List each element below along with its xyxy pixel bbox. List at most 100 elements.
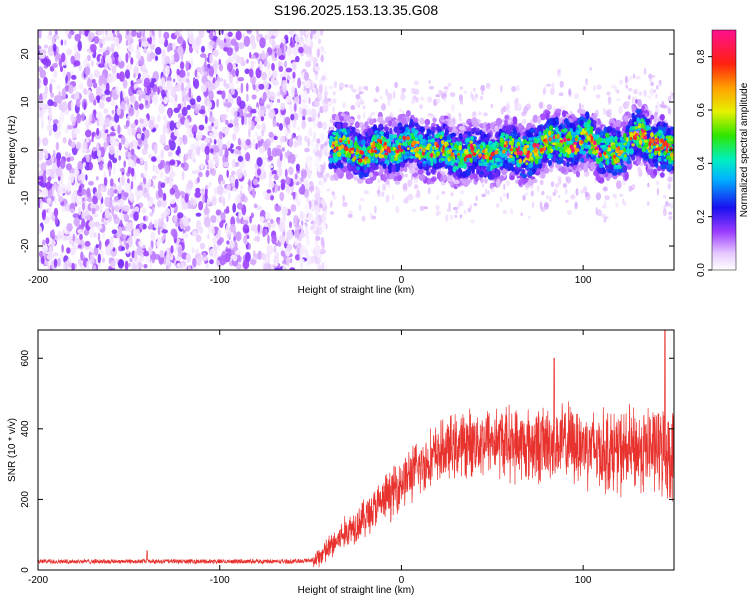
spectrogram-cell	[270, 195, 274, 201]
spectrogram-cell	[158, 37, 165, 45]
spectrogram-cell	[72, 213, 79, 219]
spectrogram-cell	[185, 252, 192, 263]
spectrogram-cell	[214, 80, 220, 88]
spectrogram-cell	[147, 202, 153, 207]
spectrogram-cell	[249, 34, 256, 45]
spectrogram-cell	[143, 143, 149, 150]
spectrogram-cell	[161, 89, 166, 98]
spectrogram-cell	[234, 150, 241, 155]
spectrogram-cell	[297, 134, 303, 145]
spectrogram-cell	[243, 116, 247, 126]
spectrogram-cell	[308, 97, 311, 105]
spectrogram-cell	[53, 258, 58, 268]
spectrogram-cell	[237, 155, 244, 162]
spectrogram-cell	[430, 177, 437, 182]
spectrogram-cell	[62, 69, 67, 78]
spectrogram-cell	[313, 60, 317, 68]
spectrogram-cell	[45, 237, 50, 245]
spectrogram-cell	[104, 55, 112, 64]
spectrogram-cell	[321, 143, 325, 149]
spectrogram-cell	[225, 102, 232, 108]
spectrogram-cell	[314, 239, 319, 245]
spectrogram-cell	[118, 198, 125, 208]
spectrogram-cell	[240, 184, 243, 190]
spectrogram-cell	[183, 96, 187, 108]
spectrogram-cell	[256, 135, 262, 141]
spectrogram-cell	[297, 242, 302, 248]
spectrogram-cell	[573, 93, 580, 99]
spectrogram-cell	[361, 91, 365, 94]
spectrogram-cell	[130, 193, 134, 203]
spectrogram-cell	[318, 95, 323, 101]
spectrogram-cell	[655, 93, 658, 99]
spectrogram-cell	[44, 252, 47, 258]
spectrogram-cell	[505, 103, 511, 111]
spectrogram-cell	[272, 118, 277, 128]
spectrogram-cell	[227, 62, 233, 73]
spectrogram-cell	[608, 100, 611, 106]
spectrogram-cell	[71, 74, 77, 80]
spectrogram-cell	[209, 132, 214, 137]
spectrogram-cell	[113, 36, 120, 46]
spectrogram-cell	[295, 163, 300, 171]
spectrogram-cell	[42, 137, 49, 147]
spectrogram-cell	[92, 146, 97, 152]
spectrogram-cell	[321, 262, 325, 270]
spectrogram-cell	[295, 55, 300, 63]
spectrogram-cell	[233, 110, 238, 119]
spectrogram-cell	[110, 99, 116, 107]
spectrogram-cell	[221, 114, 228, 119]
spectrogram-cell	[281, 147, 285, 152]
spectrogram-cell	[459, 214, 462, 219]
spectrogram-cell	[478, 111, 482, 116]
spectrogram-cell	[515, 84, 520, 92]
spectrogram-cell	[314, 155, 319, 164]
spectrogram-cell	[235, 231, 242, 242]
spectrogram-cell	[314, 229, 321, 236]
spectrogram-cell	[174, 31, 180, 36]
spectrogram-cell	[60, 183, 67, 194]
spectrogram-cell	[238, 162, 246, 170]
spectrogram-cell	[496, 203, 500, 208]
spectrogram-cell	[208, 116, 215, 123]
spectrogram-cell	[290, 113, 295, 121]
spectrogram-cell	[81, 112, 85, 122]
spectrogram-cell	[120, 101, 127, 112]
spectrogram-cell	[179, 61, 185, 70]
spectrogram-cell	[394, 81, 398, 89]
spectrogram-cell	[299, 231, 306, 238]
spectrogram-cell	[130, 122, 136, 129]
spectrogram-cell	[275, 205, 281, 212]
spectrogram-cell	[100, 57, 104, 66]
spectrogram-cell	[126, 221, 134, 233]
spectrogram-cell	[257, 168, 261, 176]
spectrogram-cell	[141, 132, 145, 141]
spectrogram-cell	[315, 235, 321, 241]
spectrogram-cell	[244, 68, 250, 75]
spectrogram-cell	[407, 179, 413, 188]
spectrogram-cell	[311, 138, 315, 147]
spectrogram-cell	[242, 259, 250, 270]
spectrogram-cell	[103, 177, 108, 187]
spectrogram-cell	[443, 96, 446, 103]
spectrogram-cell	[125, 248, 130, 254]
spectrogram-cell	[318, 203, 323, 209]
spectrogram-cell	[109, 32, 114, 42]
spectrogram-cell	[300, 183, 305, 193]
spectrogram-cell	[403, 166, 408, 173]
spectrogram-cell	[585, 80, 588, 86]
spectrogram-cell	[280, 135, 286, 143]
spectrogram-cell	[38, 190, 42, 196]
spectrogram-cell	[209, 53, 214, 65]
spectrogram-cell	[158, 188, 163, 198]
spectrogram-cell	[277, 98, 281, 103]
spectrogram-cell	[502, 209, 508, 215]
spectrogram-cell	[183, 217, 186, 223]
spectrogram-cell	[624, 102, 629, 109]
spectrogram-cell	[52, 43, 57, 52]
spectrogram-cell	[319, 30, 324, 36]
spectrogram-cell	[470, 219, 476, 224]
spectrogram-cell	[48, 110, 53, 120]
spectrogram-cell	[558, 177, 562, 185]
spectrogram-cell	[269, 91, 276, 102]
